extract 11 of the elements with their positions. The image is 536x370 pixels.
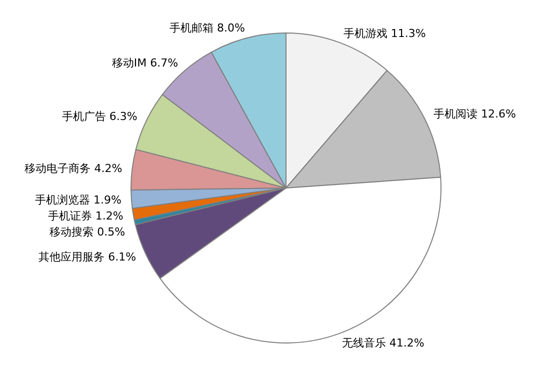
slice-label: 手机浏览器 1.9% — [34, 193, 122, 206]
slice-label: 手机阅读 12.6% — [433, 108, 516, 121]
slice-label: 移动电子商务 4.2% — [24, 162, 122, 175]
slice-label: 手机广告 6.3% — [62, 110, 138, 123]
slice-label: 手机邮箱 8.0% — [170, 22, 245, 35]
slice-label: 无线音乐 41.2% — [342, 336, 424, 350]
slice-label: 移动IM 6.7% — [112, 56, 178, 70]
slice-label: 其他应用服务 6.1% — [38, 250, 136, 264]
slice-label: 手机游戏 11.3% — [343, 26, 426, 40]
slice-label: 移动搜索 0.5% — [50, 225, 126, 238]
slice-label: 手机证券 1.2% — [48, 209, 124, 222]
